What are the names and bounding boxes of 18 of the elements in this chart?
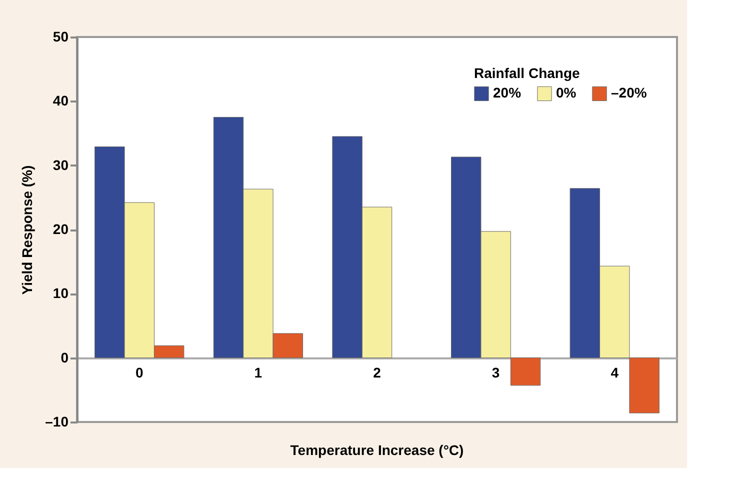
x-tick-label: 3	[492, 364, 500, 380]
legend-title: Rainfall Change	[474, 65, 580, 81]
y-tick-label: –10	[45, 414, 69, 430]
legend-label: 20%	[493, 84, 522, 101]
y-tick-label: 10	[52, 285, 69, 302]
x-tick-label: 4	[610, 364, 619, 380]
y-tick-label: 20	[52, 221, 69, 237]
legend-label: 0%	[556, 84, 577, 101]
y-tick-label: 40	[52, 92, 69, 109]
x-tick-label: 1	[254, 364, 262, 380]
legend-label: –20%	[611, 84, 648, 101]
y-tick-label: 30	[52, 156, 69, 173]
x-tick-label: 2	[373, 364, 382, 380]
y-tick-label: 0	[60, 349, 69, 366]
x-axis-title: Temperature Increase (°C)	[290, 442, 464, 458]
y-axis-title: Yield Response (%)	[19, 165, 36, 295]
x-tick-label: 0	[135, 364, 144, 380]
y-tick-label: 50	[52, 28, 69, 44]
